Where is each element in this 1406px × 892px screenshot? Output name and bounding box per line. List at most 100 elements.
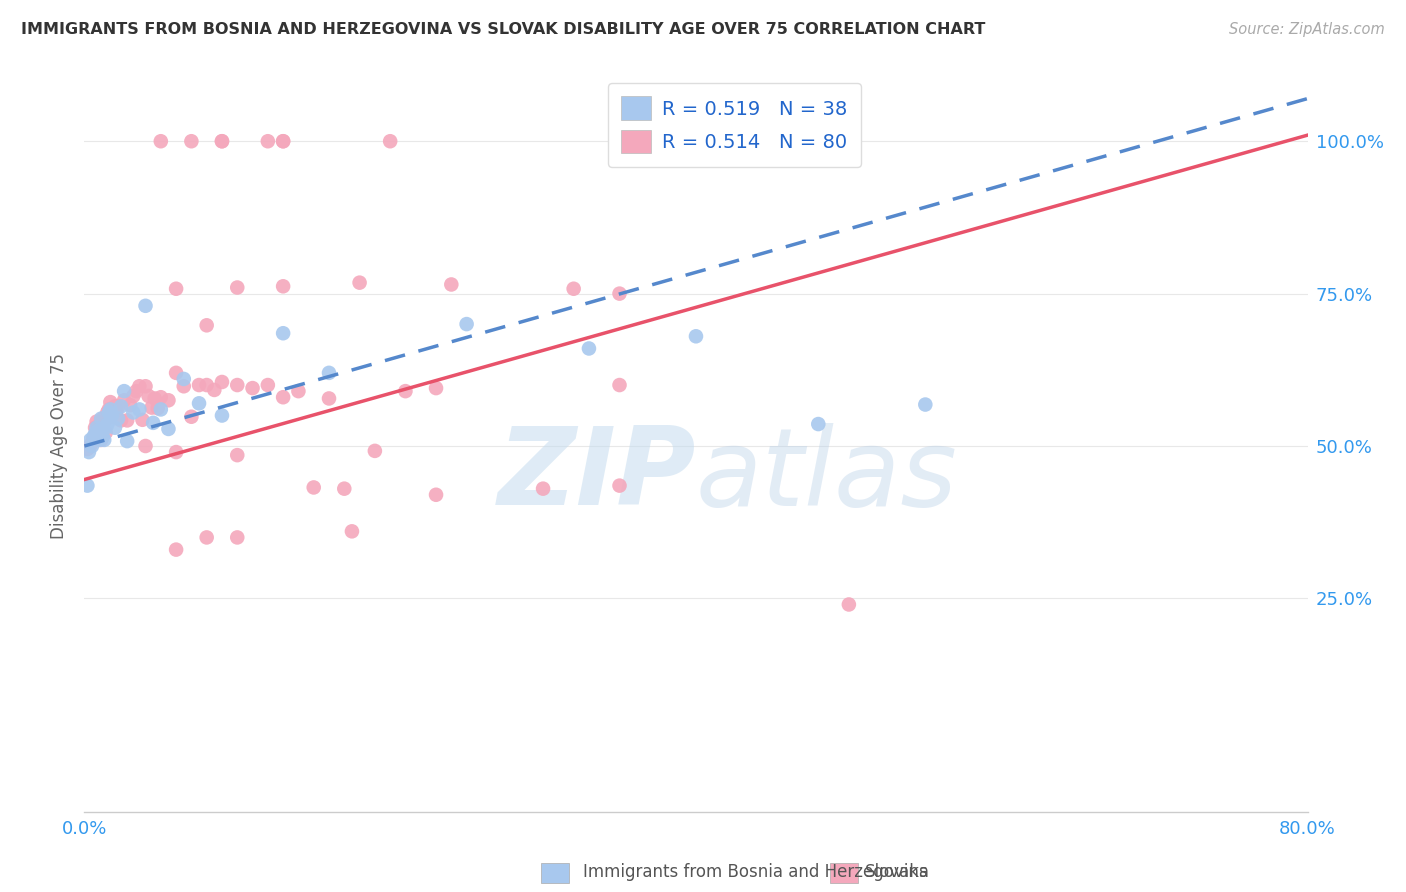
- Point: [146, 401, 169, 416]
- Point: [141, 401, 163, 415]
- Point: [257, 134, 280, 148]
- Point: [340, 524, 363, 539]
- Point: [425, 381, 447, 395]
- Point: [103, 405, 125, 419]
- Point: [76, 478, 98, 492]
- Point: [142, 416, 165, 430]
- Point: [115, 413, 138, 427]
- Point: [165, 366, 187, 380]
- Y-axis label: Disability Age Over 75: Disability Age Over 75: [51, 353, 69, 539]
- Point: [271, 390, 294, 404]
- Point: [211, 375, 233, 389]
- Point: [104, 421, 127, 435]
- Point: [211, 409, 233, 423]
- Point: [318, 392, 340, 406]
- Point: [271, 279, 294, 293]
- Point: [107, 400, 129, 414]
- Point: [79, 438, 101, 452]
- Point: [149, 390, 172, 404]
- Point: [242, 381, 264, 395]
- Point: [609, 286, 631, 301]
- Point: [226, 448, 249, 462]
- Point: [165, 445, 187, 459]
- Point: [165, 542, 187, 557]
- Point: [84, 426, 107, 441]
- Point: [97, 402, 120, 417]
- Point: [135, 439, 157, 453]
- Point: [101, 409, 124, 424]
- Point: [271, 134, 294, 148]
- Point: [104, 400, 127, 414]
- Point: [173, 372, 195, 386]
- Point: [93, 415, 115, 429]
- Point: [101, 409, 124, 423]
- Point: [202, 383, 225, 397]
- Point: [609, 378, 631, 392]
- Point: [90, 433, 112, 447]
- Point: [77, 445, 100, 459]
- Point: [195, 378, 218, 392]
- Point: [105, 403, 128, 417]
- Point: [226, 280, 249, 294]
- Point: [349, 276, 371, 290]
- Point: [79, 433, 101, 447]
- Point: [135, 379, 157, 393]
- Point: [287, 384, 309, 399]
- Point: [112, 393, 135, 408]
- Point: [149, 134, 172, 148]
- Text: Slovaks: Slovaks: [865, 863, 928, 881]
- Point: [110, 413, 132, 427]
- Point: [333, 482, 356, 496]
- Legend: R = 0.519   N = 38, R = 0.514   N = 80: R = 0.519 N = 38, R = 0.514 N = 80: [607, 83, 860, 167]
- Point: [425, 488, 447, 502]
- Point: [138, 389, 160, 403]
- Point: [226, 378, 249, 392]
- Point: [128, 379, 150, 393]
- Point: [211, 134, 233, 148]
- Point: [97, 405, 120, 419]
- Point: [96, 405, 118, 419]
- Text: atlas: atlas: [696, 423, 957, 528]
- Point: [380, 134, 402, 148]
- Point: [195, 318, 218, 333]
- Point: [89, 433, 111, 447]
- Point: [131, 413, 153, 427]
- Point: [440, 277, 463, 292]
- Point: [91, 411, 114, 425]
- Point: [609, 478, 631, 492]
- Point: [110, 400, 132, 414]
- Point: [226, 530, 249, 544]
- Point: [195, 530, 218, 544]
- Point: [86, 415, 108, 429]
- Point: [143, 392, 166, 406]
- Point: [685, 329, 707, 343]
- Point: [394, 384, 416, 399]
- Point: [94, 421, 117, 435]
- Point: [90, 411, 112, 425]
- Point: [271, 134, 294, 148]
- Point: [180, 409, 202, 424]
- Point: [211, 134, 233, 148]
- Point: [91, 430, 114, 444]
- Point: [86, 421, 108, 435]
- Point: [157, 393, 180, 408]
- Point: [89, 417, 111, 432]
- Point: [128, 402, 150, 417]
- Point: [120, 398, 142, 412]
- Point: [188, 378, 211, 392]
- Point: [838, 598, 860, 612]
- Point: [93, 433, 115, 447]
- Point: [364, 443, 387, 458]
- Point: [98, 395, 121, 409]
- Point: [562, 282, 585, 296]
- Point: [122, 405, 145, 419]
- Point: [112, 384, 135, 399]
- Point: [149, 402, 172, 417]
- Point: [115, 434, 138, 449]
- Point: [76, 442, 98, 456]
- Point: [302, 480, 325, 494]
- Point: [318, 366, 340, 380]
- Point: [125, 384, 148, 399]
- Point: [807, 417, 830, 431]
- Text: IMMIGRANTS FROM BOSNIA AND HERZEGOVINA VS SLOVAK DISABILITY AGE OVER 75 CORRELAT: IMMIGRANTS FROM BOSNIA AND HERZEGOVINA V…: [21, 22, 986, 37]
